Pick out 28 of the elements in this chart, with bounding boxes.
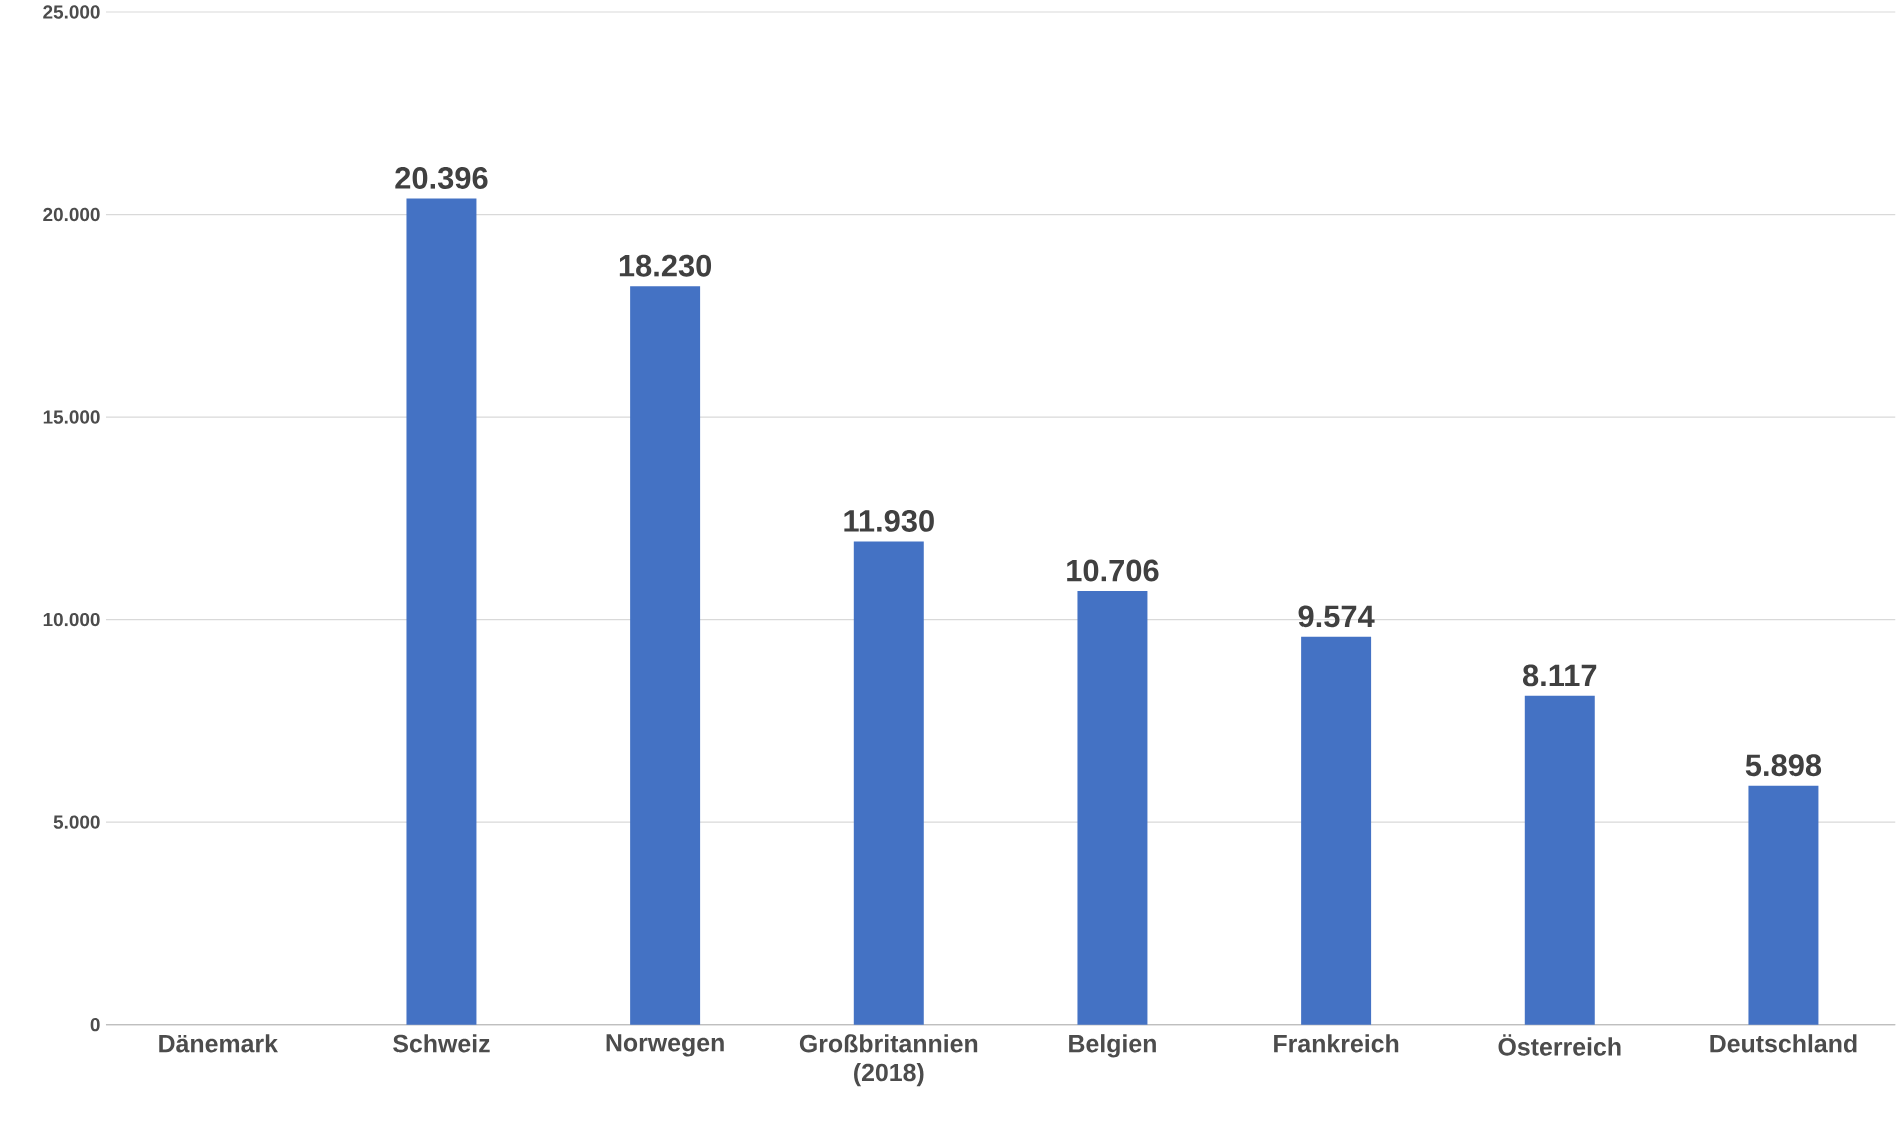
x-tick-label: Belgien	[1069, 1034, 1156, 1058]
data-label: 11.930	[844, 510, 934, 533]
data-label: 10.706	[1067, 559, 1159, 582]
x-tick-label: Norwegen	[606, 1034, 724, 1057]
y-tick-label: 25.000	[43, 5, 100, 19]
bar	[1748, 785, 1819, 1025]
bar	[406, 198, 477, 1025]
bar	[630, 286, 701, 1025]
y-tick-label: 5.000	[53, 815, 100, 830]
bar	[1524, 696, 1595, 1025]
data-label: 5.898	[1745, 754, 1822, 777]
x-tick-label: Deutschland	[1710, 1034, 1857, 1053]
x-tick-label: Schweiz	[393, 1034, 490, 1053]
data-label: 18.230	[619, 255, 712, 277]
y-tick-label: 10.000	[43, 613, 100, 627]
data-label: 20.396	[395, 167, 488, 190]
data-label: 8.117	[1522, 664, 1597, 687]
data-label: 9.574	[1298, 605, 1375, 628]
x-tick-label: Dänemark	[159, 1034, 278, 1053]
bar	[1301, 637, 1372, 1025]
y-tick-label: 0	[90, 1018, 100, 1032]
y-tick-label: 15.000	[43, 410, 100, 424]
x-tick-label: Frankreich	[1274, 1034, 1399, 1053]
x-tick-label: Österreich	[1498, 1034, 1621, 1056]
y-tick-label: 20.000	[43, 208, 100, 222]
bar	[1077, 591, 1148, 1025]
bar	[853, 541, 924, 1025]
x-tick-label: Großbritannien (2018)	[799, 1034, 978, 1087]
